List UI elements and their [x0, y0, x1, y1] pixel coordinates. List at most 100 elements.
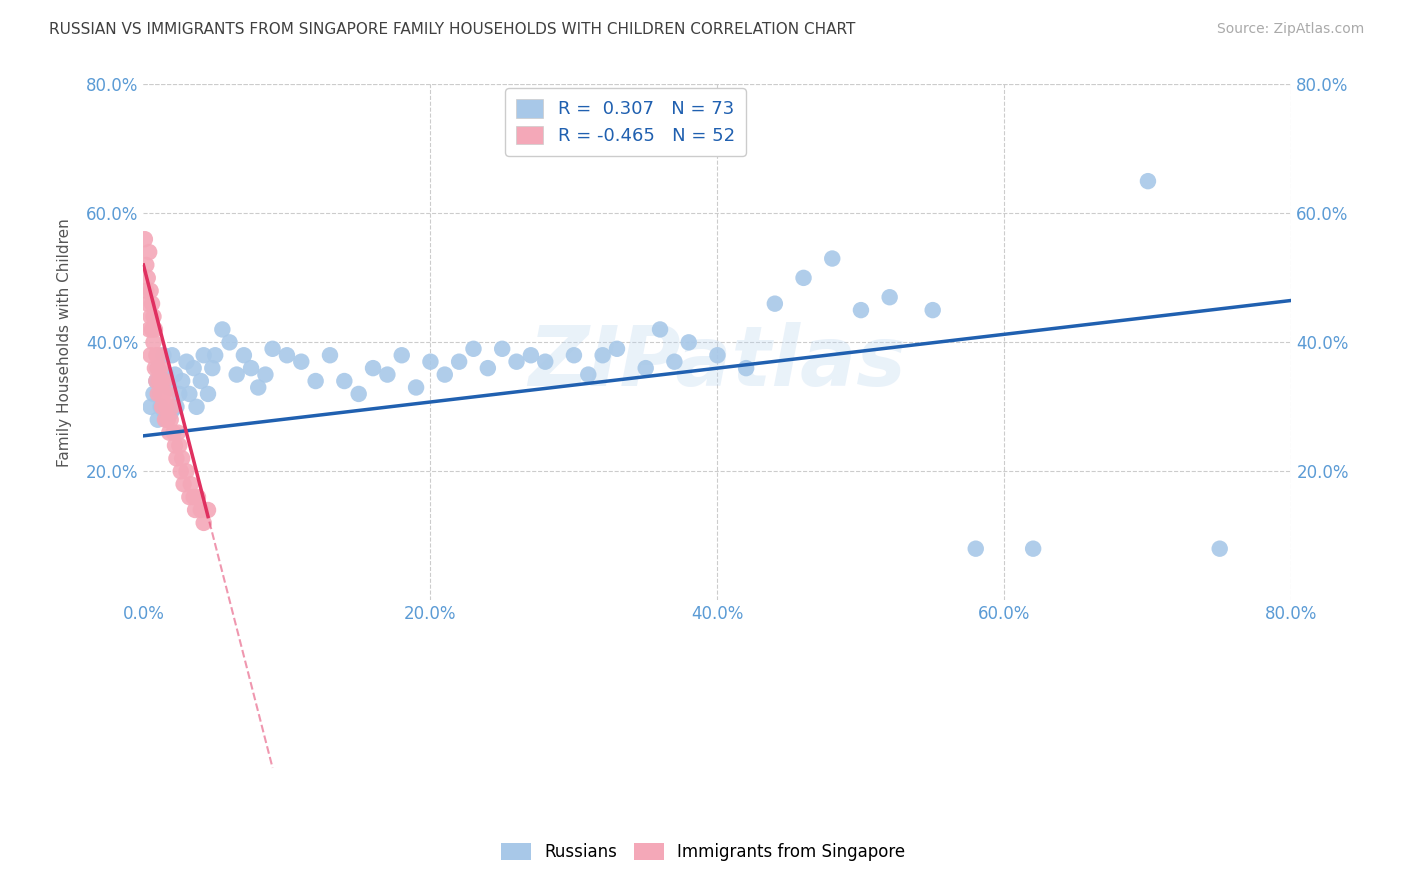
Point [193, 516, 215, 530]
Point [139, 284, 162, 298]
Point [377, 368, 399, 382]
Point [146, 361, 169, 376]
Point [247, 380, 270, 394]
Point [186, 400, 208, 414]
Point [159, 413, 181, 427]
Point [142, 335, 165, 350]
Point [150, 400, 173, 414]
Point [201, 361, 224, 376]
Point [152, 348, 174, 362]
Point [165, 400, 187, 414]
Point [172, 374, 194, 388]
Point [183, 361, 205, 376]
Point [562, 348, 585, 362]
Point [197, 387, 219, 401]
Point [433, 368, 456, 382]
Point [135, 258, 157, 272]
Point [262, 342, 284, 356]
Point [304, 374, 326, 388]
Point [173, 477, 195, 491]
Point [149, 387, 172, 401]
Point [965, 541, 987, 556]
Point [405, 380, 427, 394]
Point [179, 490, 201, 504]
Point [1209, 541, 1232, 556]
Point [157, 425, 180, 440]
Point [141, 296, 163, 310]
Point [149, 361, 172, 376]
Point [449, 354, 471, 368]
Point [150, 374, 173, 388]
Point [163, 438, 186, 452]
Point [821, 252, 844, 266]
Point [146, 361, 169, 376]
Point [153, 413, 176, 427]
Point [162, 425, 184, 440]
Point [167, 425, 190, 440]
Point [156, 387, 179, 401]
Point [606, 342, 628, 356]
Point [664, 354, 686, 368]
Text: ZIPatlas: ZIPatlas [529, 323, 907, 403]
Point [763, 296, 786, 310]
Point [505, 354, 527, 368]
Point [333, 374, 356, 388]
Point [477, 361, 499, 376]
Point [153, 374, 176, 388]
Point [139, 310, 162, 324]
Point [136, 271, 159, 285]
Point [179, 387, 201, 401]
Point [190, 374, 212, 388]
Point [735, 361, 758, 376]
Y-axis label: Family Households with Children: Family Households with Children [58, 218, 72, 467]
Point [290, 354, 312, 368]
Point [176, 464, 198, 478]
Legend: Russians, Immigrants from Singapore: Russians, Immigrants from Singapore [494, 836, 912, 868]
Point [135, 284, 157, 298]
Point [138, 322, 160, 336]
Point [184, 503, 207, 517]
Point [218, 335, 240, 350]
Point [187, 490, 209, 504]
Point [134, 232, 156, 246]
Point [169, 438, 191, 452]
Point [648, 322, 671, 336]
Text: RUSSIAN VS IMMIGRANTS FROM SINGAPORE FAMILY HOUSEHOLDS WITH CHILDREN CORRELATION: RUSSIAN VS IMMIGRANTS FROM SINGAPORE FAM… [49, 22, 856, 37]
Point [157, 380, 180, 394]
Point [180, 477, 202, 491]
Point [145, 374, 167, 388]
Point [176, 354, 198, 368]
Point [145, 374, 167, 388]
Point [793, 271, 815, 285]
Point [879, 290, 901, 304]
Point [145, 348, 167, 362]
Point [141, 322, 163, 336]
Point [254, 368, 277, 382]
Point [190, 503, 212, 517]
Point [159, 406, 181, 420]
Point [163, 368, 186, 382]
Point [520, 348, 543, 362]
Point [347, 387, 370, 401]
Point [155, 400, 177, 414]
Legend: R =  0.307   N = 73, R = -0.465   N = 52: R = 0.307 N = 73, R = -0.465 N = 52 [505, 88, 745, 156]
Point [211, 322, 233, 336]
Point [143, 322, 166, 336]
Point [204, 348, 226, 362]
Point [921, 303, 943, 318]
Point [170, 464, 193, 478]
Point [463, 342, 485, 356]
Point [706, 348, 728, 362]
Point [160, 400, 183, 414]
Point [153, 406, 176, 420]
Point [391, 348, 413, 362]
Point [146, 413, 169, 427]
Text: Source: ZipAtlas.com: Source: ZipAtlas.com [1216, 22, 1364, 37]
Point [576, 368, 599, 382]
Point [592, 348, 614, 362]
Point [142, 310, 165, 324]
Point [138, 245, 160, 260]
Point [634, 361, 657, 376]
Point [172, 451, 194, 466]
Point [276, 348, 298, 362]
